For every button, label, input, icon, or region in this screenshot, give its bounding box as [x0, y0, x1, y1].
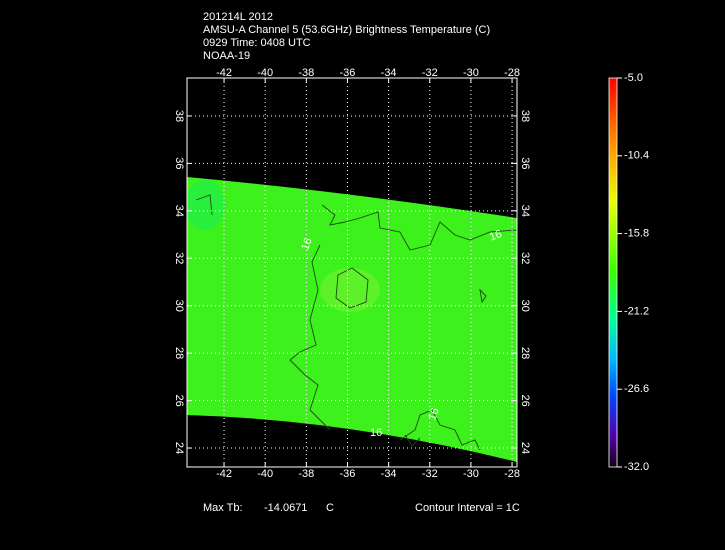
contour-label: 16 — [299, 236, 314, 252]
x-tick-label: -42 — [216, 468, 232, 480]
header-line: 0929 Time: 0408 UTC — [203, 37, 311, 49]
warm-patch — [320, 268, 380, 312]
y-tick-label: 34 — [173, 205, 185, 217]
y-tick-label: 32 — [173, 252, 185, 264]
y-tick-label: 38 — [519, 110, 531, 122]
x-tick-label: -38 — [298, 468, 314, 480]
contour-label: 16 — [370, 427, 382, 439]
x-tick-label: -32 — [422, 468, 438, 480]
y-tick-label: 36 — [173, 157, 185, 169]
y-tick-label: 38 — [173, 110, 185, 122]
contour-label: 16 — [488, 228, 504, 243]
cool-patch — [187, 180, 225, 230]
x-tick-label: -32 — [422, 67, 438, 79]
x-tick-label: -34 — [381, 468, 397, 480]
y-tick-label: 24 — [173, 442, 185, 454]
x-tick-label: -30 — [463, 468, 479, 480]
x-tick-label: -36 — [340, 468, 356, 480]
contour-interval: Contour Interval = 1C — [415, 502, 520, 514]
colorbar-label: -26.6 — [624, 383, 649, 395]
colorbar-label: -21.2 — [624, 305, 649, 317]
y-tick-label: 26 — [173, 394, 185, 406]
colorbar-label: -15.8 — [624, 228, 649, 240]
y-tick-label: 30 — [173, 300, 185, 312]
y-tick-label: 32 — [519, 252, 531, 264]
max-unit: C — [326, 502, 334, 514]
y-tick-label: 26 — [519, 394, 531, 406]
y-tick-label: 36 — [519, 157, 531, 169]
max-label: Max Tb: — [203, 502, 243, 514]
x-tick-label: -40 — [257, 67, 273, 79]
map-frame — [186, 77, 518, 468]
x-tick-label: -28 — [504, 67, 520, 79]
x-tick-label: -42 — [216, 67, 232, 79]
x-tick-label: -30 — [463, 67, 479, 79]
max-value: -14.0671 — [264, 502, 307, 514]
map-area — [187, 177, 517, 462]
contours — [195, 194, 517, 451]
colorbar-label: -32.0 — [624, 461, 649, 473]
x-tick-label: -36 — [340, 67, 356, 79]
header-line: NOAA-19 — [203, 50, 250, 62]
colorbar — [608, 77, 618, 468]
x-tick-label: -40 — [257, 468, 273, 480]
y-tick-label: 28 — [173, 347, 185, 359]
y-tick-label: 30 — [519, 300, 531, 312]
header-line: AMSU-A Channel 5 (53.6GHz) Brightness Te… — [203, 24, 490, 36]
x-tick-label: -28 — [504, 468, 520, 480]
y-tick-label: 28 — [519, 347, 531, 359]
y-tick-label: 24 — [519, 442, 531, 454]
header-line: 201214L 2012 — [203, 11, 273, 23]
colorbar-label: -5.0 — [624, 72, 643, 84]
x-tick-label: -38 — [298, 67, 314, 79]
swath — [187, 177, 517, 462]
y-tick-label: 34 — [519, 205, 531, 217]
x-tick-label: -34 — [381, 67, 397, 79]
colorbar-label: -10.4 — [624, 150, 649, 162]
